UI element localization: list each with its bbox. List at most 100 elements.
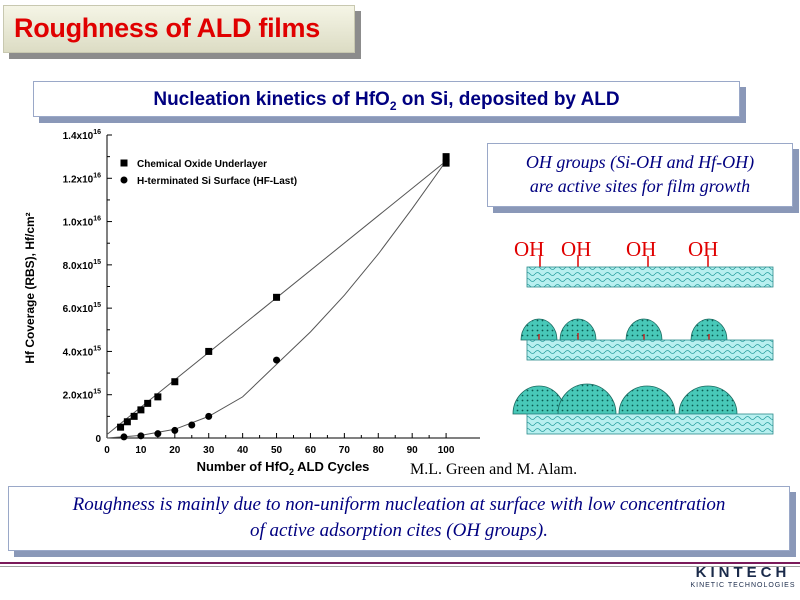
substrate-2: [526, 339, 774, 361]
subtitle-pre: Nucleation kinetics of HfO: [153, 89, 390, 110]
subtitle-post: on Si, deposited by ALD: [396, 89, 620, 110]
x-tick-label: 60: [305, 445, 317, 456]
footer-rule-top: [0, 562, 800, 564]
chart-layer: 0 10 20 30 40 50 60 70 80 90 10002.0x10154.0x10156…: [63, 129, 480, 456]
data-point-square: [442, 153, 450, 161]
y-tick-mantissa: 1.4x10: [63, 131, 94, 142]
y-tick-mantissa: 1.2x10: [63, 174, 94, 185]
island-large-2: [557, 383, 617, 415]
y-tick-exponent: 15: [93, 302, 101, 309]
x-axis-label-pre: Number of HfO: [197, 459, 289, 474]
x-tick-label: 80: [373, 445, 385, 456]
footer-rule-bottom: [0, 566, 800, 567]
summary-line-2: of active adsorption cites (OH groups).: [250, 520, 548, 541]
y-tick-label: 6.0x1015: [63, 302, 101, 315]
substrate-1: [526, 266, 774, 288]
substrate-3: [526, 413, 774, 435]
legend-label: Chemical Oxide Underlayer: [137, 159, 267, 170]
oh-label-4: OH: [688, 237, 718, 261]
data-point-circle: [154, 430, 162, 438]
y-tick-label: 8.0x1015: [63, 259, 101, 272]
data-point-square: [130, 412, 138, 420]
legend-marker-square: [120, 159, 128, 167]
y-tick-label: 0: [95, 434, 101, 445]
islands-small: [520, 318, 728, 341]
island-small-2: [559, 318, 597, 341]
logo-wordmark: KINTECH: [695, 564, 791, 581]
y-tick-exponent: 15: [93, 259, 101, 266]
summary-box: Roughness is mainly due to non-uniform n…: [8, 486, 790, 551]
kintech-logo: KINTECH KINETIC TECHNOLOGIES: [690, 564, 796, 596]
y-tick-label: 1.0x1016: [63, 216, 101, 229]
data-point-circle: [205, 412, 213, 420]
data-point-circle: [442, 157, 450, 165]
summary-line-1: Roughness is mainly due to non-uniform n…: [72, 494, 726, 515]
summary-text: Roughness is mainly due to non-uniform n…: [9, 487, 789, 544]
y-axis-label: Hf Coverage (RBS), Hf/cm²: [23, 212, 37, 363]
x-tick-label: 0: [104, 445, 110, 456]
y-tick-exponent: 16: [93, 172, 101, 179]
oh-callout-box: OH groups (Si-OH and Hf-OH) are active s…: [487, 143, 793, 207]
oh-label-3: OH: [626, 237, 656, 261]
x-tick-label: 30: [203, 445, 215, 456]
data-point-circle: [188, 421, 196, 429]
island-small-1: [520, 318, 558, 341]
fit-line-series-2: [106, 160, 447, 439]
slide-title: Roughness of ALD films: [14, 13, 320, 43]
y-tick-exponent: 15: [93, 345, 101, 352]
y-tick-mantissa: 2.0x10: [63, 391, 94, 402]
y-tick-mantissa: 1.0x10: [63, 218, 94, 229]
x-tick-label: 50: [271, 445, 283, 456]
slide-title-box: Roughness of ALD films: [3, 5, 355, 53]
data-point-square: [154, 393, 162, 401]
x-tick-label: 40: [237, 445, 249, 456]
x-tick-label: 10: [135, 445, 147, 456]
callout-line-1: OH groups (Si-OH and Hf-OH): [525, 152, 755, 172]
x-tick-label: 100: [438, 445, 455, 456]
y-tick-label: 1.4x1016: [63, 129, 101, 142]
y-tick-label: 4.0x1015: [63, 345, 101, 358]
data-point-square: [171, 378, 179, 386]
legend-label: H-terminated Si Surface (HF-Last): [137, 176, 297, 187]
x-tick-label: 20: [169, 445, 181, 456]
island-small-3: [625, 318, 663, 341]
islands-large: [512, 383, 738, 415]
island-large-3: [618, 385, 676, 415]
y-tick-exponent: 15: [93, 389, 101, 396]
data-point-square: [137, 406, 145, 414]
coverage-chart: 0 10 20 30 40 50 60 70 80 90 10002.0x10154.0x10156…: [23, 129, 480, 477]
y-tick-mantissa: 8.0x10: [63, 261, 94, 272]
y-tick-exponent: 16: [93, 216, 101, 223]
y-tick-label: 2.0x1015: [63, 389, 101, 402]
x-axis-label: Number of HfO2 ALD Cycles: [197, 459, 370, 477]
y-tick-exponent: 16: [93, 129, 101, 136]
data-point-square: [205, 347, 213, 355]
data-point-square: [273, 293, 281, 301]
callout-line-2: are active sites for film growth: [529, 176, 751, 196]
x-tick-label: 70: [339, 445, 351, 456]
logo-tagline: KINETIC TECHNOLOGIES: [690, 582, 796, 589]
data-point-circle: [273, 356, 281, 364]
x-tick-label: 90: [407, 445, 419, 456]
island-large-1: [512, 385, 566, 415]
x-axis-label-sub: 2: [289, 467, 294, 477]
data-point-circle: [120, 433, 128, 441]
x-axis-label-post: ALD Cycles: [294, 459, 369, 474]
subtitle-subscript: 2: [389, 98, 397, 113]
nucleation-diagram: OH OH OH OH: [512, 237, 774, 435]
data-point-square: [144, 399, 152, 407]
legend-marker-circle: [120, 176, 128, 184]
citation: M.L. Green and M. Alam.: [410, 461, 578, 478]
data-point-circle: [171, 426, 179, 434]
island-small-4: [690, 318, 728, 341]
island-large-4: [678, 385, 738, 415]
subtitle-box: Nucleation kinetics of HfO2 on Si, depos…: [33, 81, 740, 117]
subtitle-text: Nucleation kinetics of HfO2 on Si, depos…: [34, 89, 739, 113]
y-tick-mantissa: 4.0x10: [63, 347, 94, 358]
oh-label-2: OH: [561, 237, 591, 261]
y-tick-mantissa: 6.0x10: [63, 304, 94, 315]
data-point-circle: [137, 432, 145, 440]
data-point-square: [117, 423, 125, 431]
oh-labels: OH OH OH OH: [514, 237, 718, 267]
data-point-square: [123, 418, 131, 426]
